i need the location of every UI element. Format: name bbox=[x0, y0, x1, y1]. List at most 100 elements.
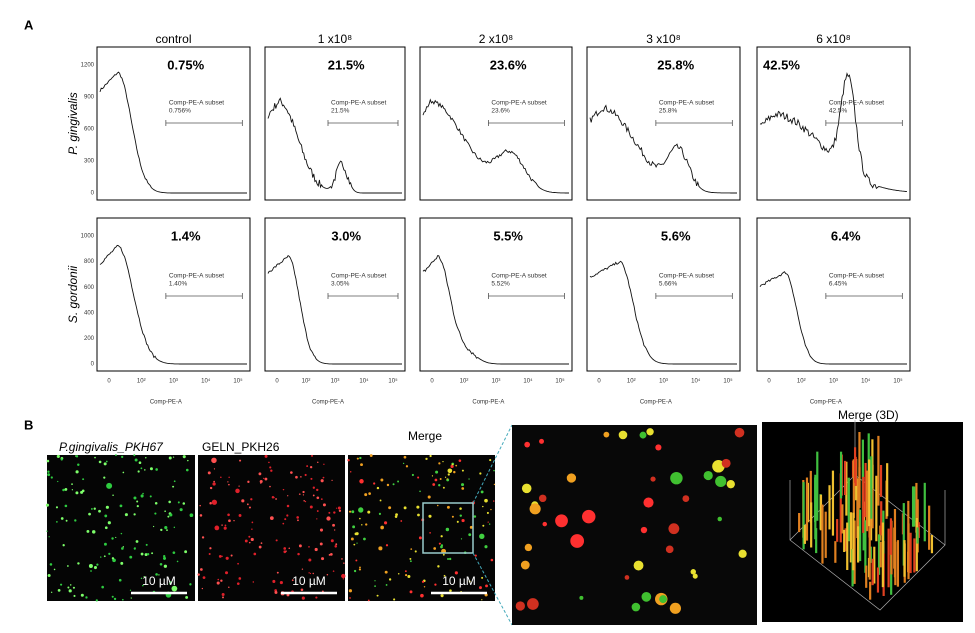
fluorescent-dot bbox=[119, 504, 123, 508]
fluorescent-dot bbox=[173, 480, 176, 483]
percent: 25.8% bbox=[657, 57, 694, 72]
fluorescent-dot bbox=[171, 585, 178, 592]
fluorescent-dot bbox=[397, 480, 400, 483]
fluorescent-dot bbox=[322, 503, 326, 507]
fluorescent-dot bbox=[440, 594, 444, 598]
fluorescent-dot bbox=[269, 466, 272, 469]
fluorescent-dot bbox=[47, 573, 51, 577]
percent: 5.5% bbox=[493, 228, 523, 243]
zoom-dot bbox=[624, 575, 630, 580]
zoom-dot bbox=[692, 573, 698, 579]
fluorescent-dot bbox=[211, 457, 217, 464]
zoom-dot bbox=[524, 441, 531, 448]
fluorescent-dot bbox=[154, 512, 157, 515]
fluorescent-dot bbox=[298, 493, 301, 495]
fluorescent-dot bbox=[56, 454, 60, 458]
fluorescent-dot bbox=[285, 550, 287, 552]
fluorescent-dot bbox=[158, 574, 160, 576]
fluorescent-dot bbox=[228, 476, 230, 479]
zoom-dot bbox=[555, 514, 568, 528]
fluorescent-dot bbox=[403, 455, 407, 459]
fluorescent-dot bbox=[201, 536, 205, 539]
fluorescent-dot bbox=[449, 557, 452, 561]
histogram-curve bbox=[589, 104, 737, 194]
column-header: 2 x10⁸ bbox=[479, 32, 513, 46]
fluorescent-dot bbox=[107, 521, 111, 525]
fluorescent-dot bbox=[209, 547, 212, 550]
fluorescent-dot bbox=[420, 593, 424, 598]
fluorescent-dot bbox=[296, 516, 299, 519]
fluorescent-dot bbox=[250, 498, 253, 501]
percent: 3.0% bbox=[331, 228, 361, 243]
zoom-dot bbox=[650, 476, 656, 482]
fluorescent-dot bbox=[481, 576, 484, 579]
fluorescent-dot bbox=[103, 476, 106, 479]
fluorescent-dot bbox=[490, 508, 492, 511]
fluorescent-dot bbox=[309, 572, 312, 575]
fluorescent-dot bbox=[164, 526, 168, 530]
fluorescent-dot bbox=[320, 479, 324, 483]
fluorescent-dot bbox=[431, 475, 434, 477]
fluorescent-dot bbox=[348, 510, 352, 513]
fluorescent-dot bbox=[482, 505, 484, 508]
fluorescent-dot bbox=[434, 583, 437, 586]
fluorescent-dot bbox=[429, 532, 431, 534]
fluorescent-dot bbox=[282, 488, 285, 491]
column-header: 6 x10⁸ bbox=[816, 32, 850, 46]
plot-frame bbox=[756, 217, 911, 372]
fluorescent-dot bbox=[425, 457, 428, 461]
fluorescent-dot bbox=[367, 599, 370, 602]
fluorescent-dot bbox=[343, 562, 345, 564]
gate-value: 5.66% bbox=[659, 281, 678, 288]
fluorescent-dot bbox=[283, 547, 287, 550]
fluorescent-dot bbox=[113, 597, 117, 601]
zoom-dot bbox=[734, 427, 745, 438]
fluorescent-dot bbox=[407, 574, 411, 579]
fluorescent-dot bbox=[416, 505, 420, 509]
histogram-curve bbox=[422, 255, 569, 365]
histogram-curve bbox=[589, 260, 737, 365]
fluorescent-dot bbox=[120, 561, 124, 565]
fluorescent-dot bbox=[111, 595, 114, 598]
fluorescent-dot bbox=[111, 557, 115, 560]
fluorescent-dot bbox=[405, 573, 408, 577]
fluorescent-dot bbox=[275, 498, 277, 500]
x-tick-label: 10⁴ bbox=[691, 378, 701, 385]
fluorescent-dot bbox=[442, 460, 444, 463]
fluorescent-dot bbox=[309, 465, 313, 469]
fluorescent-dot bbox=[65, 519, 68, 522]
fluorescent-dot bbox=[460, 538, 463, 540]
fluorescent-dot bbox=[75, 470, 79, 474]
fluorescent-dot bbox=[213, 468, 216, 470]
fluorescent-dot bbox=[428, 514, 432, 518]
fluorescent-dot bbox=[454, 571, 458, 575]
zoom-dot bbox=[542, 521, 548, 527]
x-axis-label: Comp-PE-A bbox=[472, 400, 504, 406]
fluorescent-dot bbox=[279, 581, 283, 585]
zoom-dot bbox=[646, 428, 654, 436]
x-tick-label: 10³ bbox=[331, 379, 340, 385]
zoom-dot bbox=[659, 595, 668, 604]
fluorescent-dot bbox=[487, 521, 489, 523]
fluorescent-dot bbox=[461, 483, 465, 487]
gate-name: Comp-PE-A subset bbox=[659, 100, 714, 107]
fluorescent-dot bbox=[270, 469, 273, 472]
fluorescent-dot bbox=[482, 524, 485, 527]
fluorescent-dot bbox=[368, 492, 371, 495]
fluorescent-dot bbox=[354, 532, 358, 536]
fluorescent-dot bbox=[71, 483, 73, 486]
fluorescent-dot bbox=[115, 454, 117, 457]
fluorescent-dot bbox=[283, 550, 287, 554]
fluorescent-dot bbox=[459, 514, 462, 517]
fluorescent-dot bbox=[310, 477, 313, 480]
x-tick-label: 10⁵ bbox=[233, 378, 243, 385]
histogram-curve bbox=[99, 71, 247, 194]
fluorescent-dot bbox=[297, 552, 300, 556]
fluorescent-dot bbox=[221, 592, 225, 596]
fluorescent-dot bbox=[316, 518, 318, 520]
fluorescent-dot bbox=[218, 554, 222, 558]
fluorescent-dot bbox=[93, 566, 98, 570]
x-tick-label: 10³ bbox=[829, 379, 838, 385]
fluorescent-dot bbox=[169, 581, 172, 584]
fluorescent-dot bbox=[225, 556, 229, 560]
